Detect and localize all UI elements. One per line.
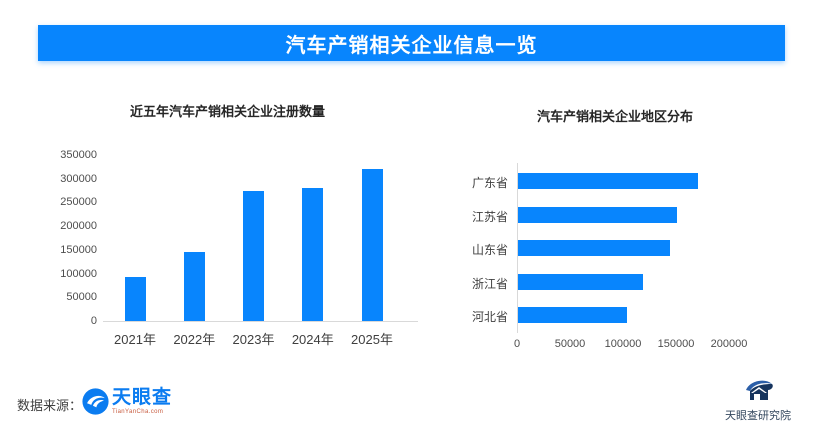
tianyancha-wordmark: 天眼查 TianYanCha.com xyxy=(112,387,173,416)
bar-2022年 xyxy=(183,252,205,321)
x-category-label: 2022年 xyxy=(173,332,216,347)
x-tick-label: 50000 xyxy=(554,338,586,350)
x-tick-label: 150000 xyxy=(657,338,695,350)
x-category-label: 2023年 xyxy=(232,332,275,347)
bar-山东省 xyxy=(518,240,670,256)
x-category-label: 2025年 xyxy=(351,332,393,347)
research-institute-name: 天眼查研究院 xyxy=(725,410,791,422)
y-tick-label: 150000 xyxy=(60,243,97,256)
x-tick-label: 200000 xyxy=(710,338,748,350)
tianyancha-domain: TianYanCha.com xyxy=(112,409,164,415)
bar-2025年 xyxy=(361,168,383,321)
y-tick-label: 0 xyxy=(90,315,97,327)
y-tick-label: 200000 xyxy=(60,220,97,233)
x-axis-line xyxy=(103,321,418,322)
bar-广东省 xyxy=(518,173,699,189)
y-category-label: 广东省 xyxy=(471,176,508,190)
x-tick-label: 0 xyxy=(513,338,521,350)
research-institute-logo: 天眼查研究院 xyxy=(718,378,798,423)
y-tick-label: 50000 xyxy=(66,291,97,304)
y-category-label: 江苏省 xyxy=(471,209,508,224)
y-category-label: 河北省 xyxy=(471,310,508,324)
x-tick-label: 100000 xyxy=(604,338,642,350)
x-category-label: 2024年 xyxy=(291,332,334,347)
bar-浙江省 xyxy=(518,273,644,290)
bar-江苏省 xyxy=(518,206,677,223)
tianyancha-name: 天眼查 xyxy=(112,387,173,408)
y-category-label: 浙江省 xyxy=(471,276,508,291)
page-title: 汽车产销相关企业信息一览 xyxy=(285,34,538,57)
tianyancha-logo: 天眼查 TianYanCha.com xyxy=(82,388,172,415)
bar-2023年 xyxy=(243,190,264,321)
bar-2024年 xyxy=(302,187,324,321)
data-source-label: 数据来源： xyxy=(17,398,83,413)
bar-河北省 xyxy=(518,307,628,323)
x-category-label: 2021年 xyxy=(114,332,156,347)
y-category-label: 山东省 xyxy=(471,243,508,257)
y-tick-label: 100000 xyxy=(60,267,97,280)
y-tick-label: 350000 xyxy=(60,149,97,161)
y-tick-label: 300000 xyxy=(60,172,97,185)
tianyancha-eye-icon xyxy=(82,388,109,415)
research-institute-icon xyxy=(746,380,773,400)
title-banner: 汽车产销相关企业信息一览 xyxy=(38,25,785,61)
bar-2021年 xyxy=(124,276,146,321)
right-chart-title: 汽车产销相关企业地区分布 xyxy=(537,109,694,124)
y-axis-line xyxy=(517,163,518,333)
y-tick-label: 250000 xyxy=(60,196,97,209)
left-chart-title: 近五年汽车产销相关企业注册数量 xyxy=(130,104,326,119)
